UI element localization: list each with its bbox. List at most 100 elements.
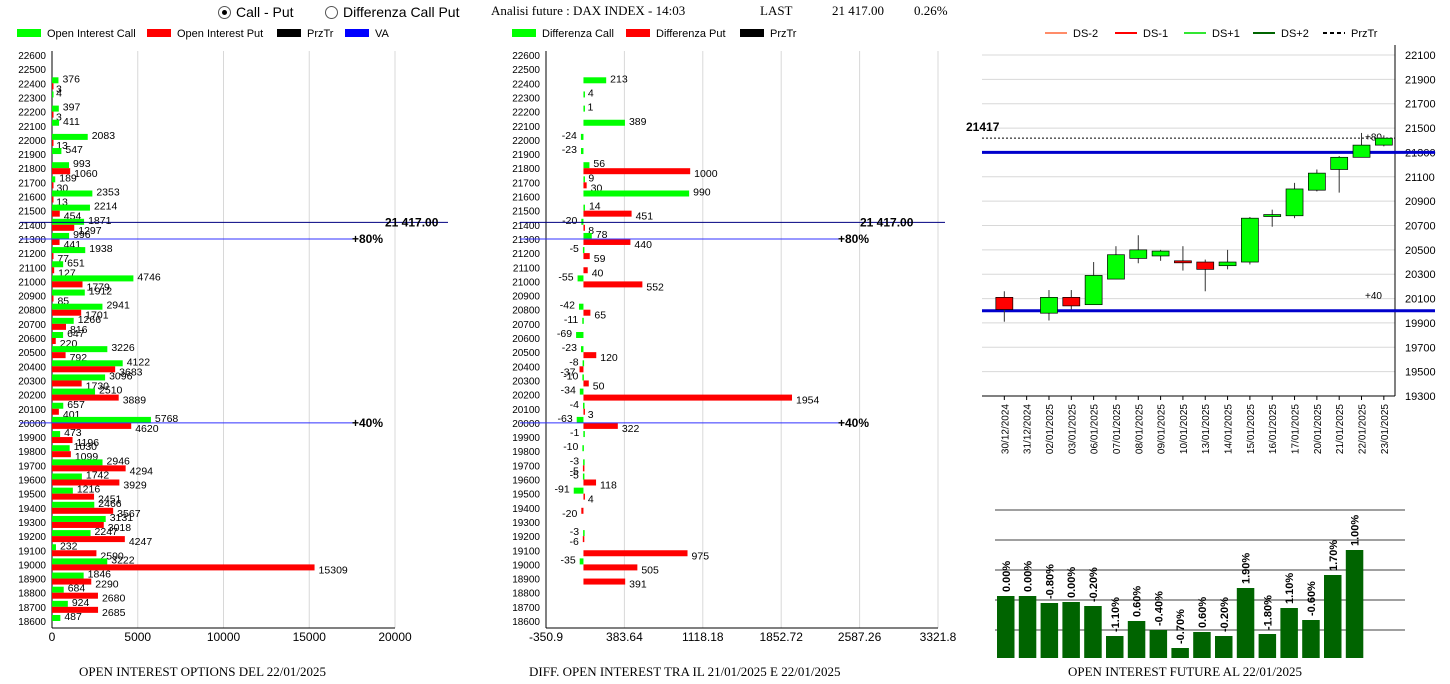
diff-call-value: 14 [589,201,601,213]
diff-call-value: -8 [569,356,578,368]
legend-label: DS+2 [1281,28,1309,40]
strike-label: 22300 [512,93,540,104]
diff-call-value: -63 [558,413,573,425]
radio-diff[interactable]: Differenza Call Put [325,4,459,20]
y-tick-label: 21900 [1405,74,1436,86]
strike-label: 18700 [512,603,540,614]
strike-label: 21100 [19,263,47,274]
call-value: 2466 [98,498,122,510]
candle-body [1374,137,1393,146]
strike-label: 21400 [512,221,540,232]
va-label: +40% [838,416,869,430]
call-bar [52,162,70,169]
va-label: +80% [352,232,383,246]
strike-label: 19900 [18,433,46,444]
diff-call-bar [582,445,584,452]
strike-label: 22600 [18,51,46,62]
call-bar [52,232,70,239]
put-bar [52,465,126,472]
diff-put-value: 3 [588,409,594,421]
y-tick-label: 20900 [1405,196,1436,208]
strike-label: 19500 [18,490,46,501]
strike-label: 22100 [18,122,46,133]
call-bar [52,133,88,140]
put-value: 85 [57,296,69,308]
va-label: +80% [838,232,869,246]
radio-call-put[interactable]: Call - Put [218,4,294,20]
x-tick-label: 1852.72 [760,630,804,644]
date-label: 20/01/2025 [1313,404,1324,454]
diff-open-interest-chart: Differenza Call Differenza Put PrzTr -350.9… [512,28,957,644]
strike-label: 21100 [513,263,541,274]
date-label: 06/01/2025 [1090,404,1101,454]
call-value: 2214 [94,201,118,213]
date-label: 03/01/2025 [1067,404,1078,454]
radio-selected-icon[interactable] [218,5,231,19]
candle-body [1308,172,1326,191]
open-interest-chart: Open Interest Call Open Interest Put PrzTr… [17,28,448,644]
put-value: 30 [57,182,69,194]
strike-label: 22200 [512,108,540,119]
put-value: 1701 [85,310,109,322]
put-value: 1060 [74,168,98,180]
x-tick-label: 3321.8 [920,630,957,644]
diff-call-value: -5 [570,470,579,482]
call-bar [52,615,61,621]
call-value: 376 [62,73,80,85]
strike-label: 19200 [18,532,46,543]
radio-diff-label: Differenza Call Put [343,4,460,20]
candle-body [1107,254,1125,280]
diff-call-bar [576,416,584,423]
put-bar [52,253,54,260]
put-value: 3018 [108,522,132,534]
call-value: 1030 [74,441,98,453]
call-bar [52,190,93,197]
future-open-interest-bars: 0.00% 0.00% -0.80% 0.00% -0.20% -1.10% 0.60% -0… [995,509,1405,658]
diff-put-value: 1000 [694,168,718,180]
diff-put-value: 30 [591,182,603,194]
candle-body [1174,260,1192,264]
diff-call-value: -42 [560,300,575,312]
diff-call-value: -91 [555,484,570,496]
strike-label: 21300 [18,235,46,246]
legend-swatch [17,29,41,37]
diff-call-value: -23 [562,144,577,156]
diff-call-bar [583,119,625,126]
oi-bar [1324,575,1342,658]
diff-call-value: -1 [570,427,579,439]
call-bar [52,317,74,324]
strike-label: 21500 [18,207,46,218]
call-bar [52,105,59,112]
strike-label: 20300 [512,376,540,387]
strike-label: 21600 [512,193,540,204]
put-bar [52,238,60,245]
diff-call-value: -20 [562,215,577,227]
date-label: 02/01/2025 [1045,404,1056,454]
strike-label: 21700 [18,178,46,189]
strike-label: 19700 [18,461,46,472]
call-bar [52,303,103,310]
strike-label: 20600 [18,334,46,345]
diff-call-value: -11 [564,314,579,326]
put-value: 2451 [98,494,122,506]
diff-put-value: 451 [636,211,654,223]
diff-put-value: 4 [588,494,594,506]
call-bar [52,218,85,225]
strike-label: 20100 [512,405,540,416]
oi-bar-label: -0.20% [1088,567,1100,602]
strike-label: 18900 [512,575,540,586]
date-label: 23/01/2025 [1380,404,1391,454]
radio-unselected-icon[interactable] [325,5,338,19]
strike-label: 21200 [18,249,46,260]
call-value: 2946 [107,455,131,467]
diff-put-value: 1954 [796,395,820,407]
legend-swatch [740,29,764,37]
diff-put-value: -37 [560,366,575,378]
diff-put-bar [583,309,591,316]
oi-bar [1127,621,1146,658]
call-bar [52,148,62,155]
oi-bar [1106,636,1124,658]
diff-put-value: 65 [594,310,606,322]
oi-bar-label: 0.00% [1066,567,1078,598]
x-tick-label: 383.64 [606,630,643,644]
